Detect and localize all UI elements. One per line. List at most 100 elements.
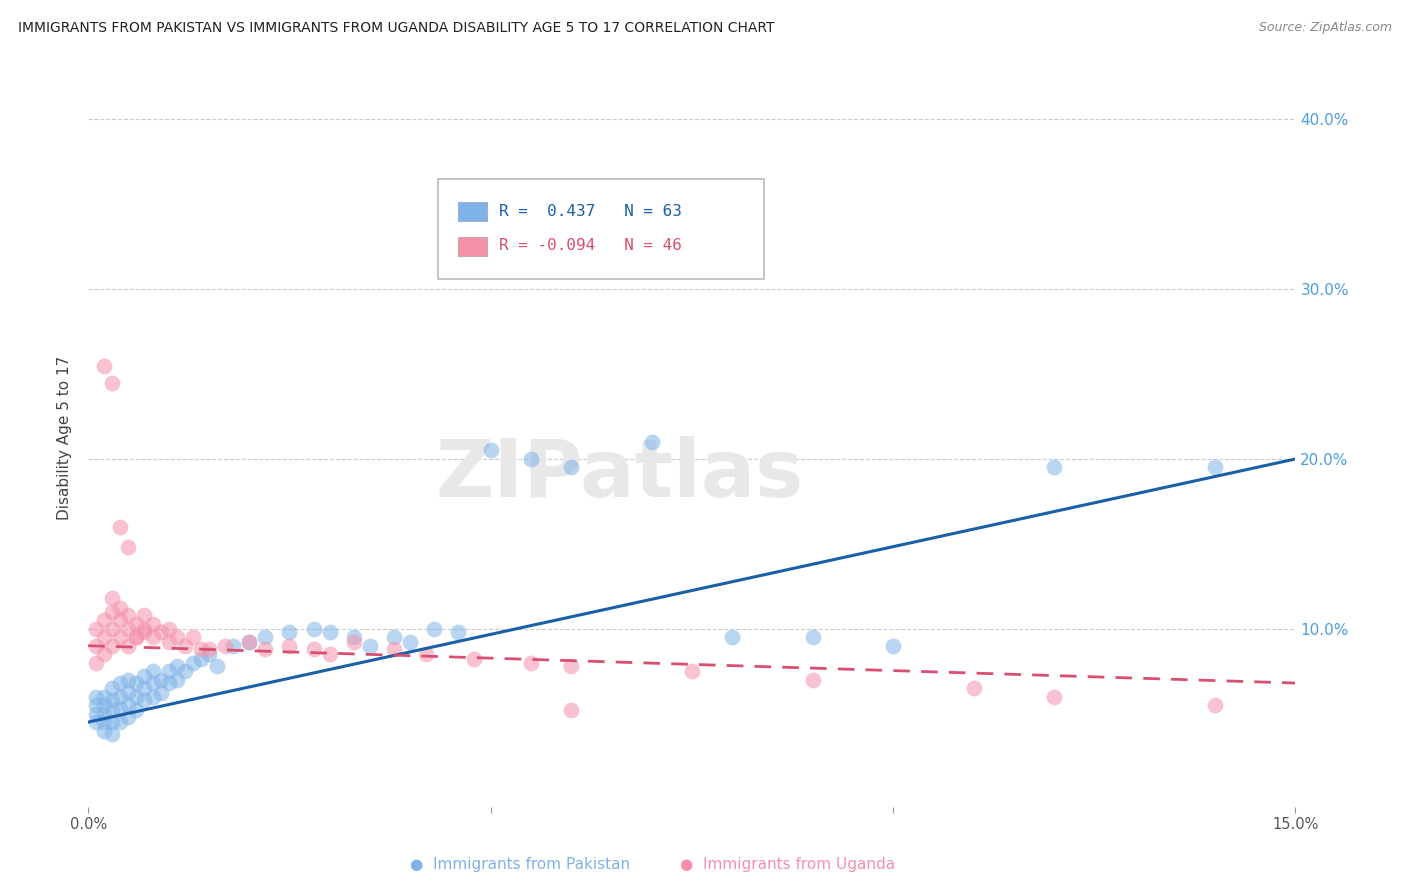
Point (382, 642, 405, 657)
Point (84, 706, 107, 721)
Point (302, 622, 325, 636)
Point (166, 673, 188, 687)
Point (101, 681, 124, 695)
Point (117, 673, 139, 687)
Point (117, 608, 139, 623)
Point (110, 613, 132, 627)
Point (134, 681, 156, 695)
Text: ●  Immigrants from Pakistan: ● Immigrants from Pakistan (411, 857, 630, 872)
Point (149, 686, 172, 700)
Point (318, 647, 340, 661)
Point (1043, 460, 1066, 475)
Point (238, 635, 260, 649)
Point (214, 639, 236, 653)
Point (222, 639, 245, 653)
Point (560, 460, 582, 475)
Point (110, 601, 132, 615)
Point (149, 673, 172, 687)
Point (157, 676, 180, 690)
Point (157, 664, 180, 678)
Point (110, 520, 132, 534)
Point (110, 676, 132, 690)
Point (134, 608, 156, 623)
Point (93, 647, 115, 661)
Point (84, 639, 107, 653)
Point (141, 676, 163, 690)
Point (117, 698, 139, 713)
Point (1204, 698, 1226, 713)
Point (125, 630, 148, 644)
Point (110, 690, 132, 704)
Text: Source: ZipAtlas.com: Source: ZipAtlas.com (1258, 21, 1392, 34)
Point (125, 676, 148, 690)
Text: ZIPatlas: ZIPatlas (436, 435, 803, 514)
Point (382, 630, 405, 644)
Point (141, 664, 163, 678)
Y-axis label: Disability Age 5 to 17: Disability Age 5 to 17 (58, 356, 72, 520)
Point (157, 635, 180, 649)
Text: R =  0.437   N = 63: R = 0.437 N = 63 (499, 203, 682, 219)
Point (254, 642, 277, 657)
Point (173, 639, 195, 653)
Point (721, 630, 744, 644)
Point (278, 639, 301, 653)
Point (181, 630, 204, 644)
Point (640, 435, 662, 450)
Point (117, 684, 139, 698)
Point (101, 605, 124, 619)
Point (479, 443, 502, 458)
Point (101, 622, 124, 636)
Point (101, 727, 124, 741)
Point (110, 701, 132, 715)
Point (93, 723, 115, 738)
Point (84, 690, 107, 704)
Point (125, 616, 148, 631)
Point (1204, 460, 1226, 475)
Point (93, 715, 115, 730)
Point (318, 625, 340, 640)
Point (181, 656, 204, 670)
Point (125, 703, 148, 717)
Point (302, 642, 325, 657)
Point (399, 635, 422, 649)
Point (681, 664, 703, 678)
Point (520, 656, 543, 670)
Point (479, 206, 502, 220)
Point (801, 673, 824, 687)
Point (93, 690, 115, 704)
Point (198, 647, 221, 661)
Point (801, 630, 824, 644)
Point (278, 625, 301, 640)
Point (101, 715, 124, 730)
Point (190, 652, 212, 666)
Point (190, 642, 212, 657)
Point (117, 622, 139, 636)
Point (93, 359, 115, 373)
Text: IMMIGRANTS FROM PAKISTAN VS IMMIGRANTS FROM UGANDA DISABILITY AGE 5 TO 17 CORREL: IMMIGRANTS FROM PAKISTAN VS IMMIGRANTS F… (18, 21, 775, 35)
Point (84, 622, 107, 636)
Point (93, 706, 115, 721)
Point (101, 693, 124, 707)
Point (93, 630, 115, 644)
Point (359, 639, 381, 653)
Text: ●  Immigrants from Uganda: ● Immigrants from Uganda (679, 857, 896, 872)
Point (141, 630, 163, 644)
Point (117, 639, 139, 653)
Point (134, 669, 156, 683)
Point (415, 647, 437, 661)
Point (101, 376, 124, 390)
Point (125, 690, 148, 704)
Point (882, 639, 904, 653)
Point (110, 630, 132, 644)
Point (134, 625, 156, 640)
Point (343, 635, 366, 649)
Point (141, 690, 163, 704)
Point (134, 693, 156, 707)
Point (343, 630, 366, 644)
Point (84, 698, 107, 713)
Point (173, 664, 195, 678)
Point (447, 625, 470, 640)
Point (463, 652, 485, 666)
Point (198, 642, 221, 657)
Point (166, 659, 188, 673)
